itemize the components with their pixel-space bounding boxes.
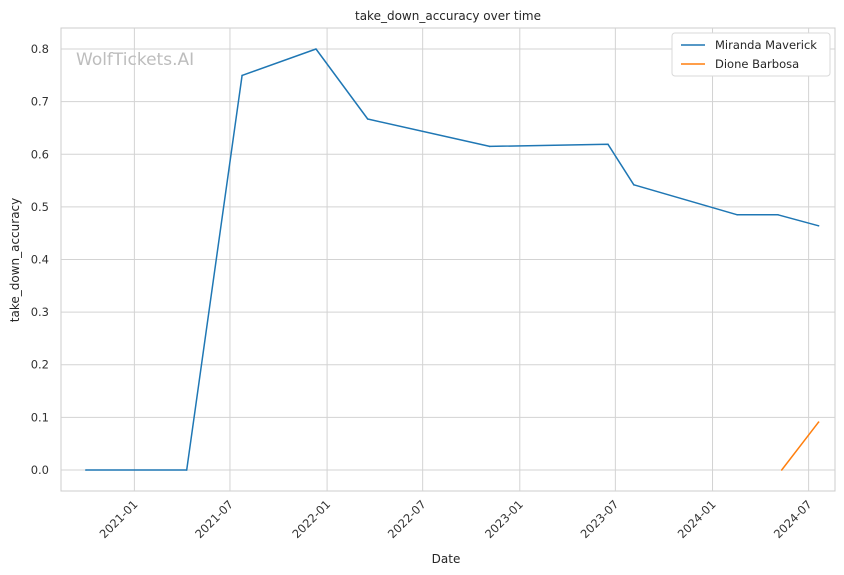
y-tick-label: 0.6 <box>31 147 49 161</box>
data-point-dione-barbosa <box>817 421 820 423</box>
x-tick-label: 2021-07 <box>192 497 236 541</box>
y-tick-label: 0.1 <box>31 410 49 424</box>
x-axis: 2021-01 2021-07 2022-01 2022-07 2023-01 2023-… <box>97 497 815 541</box>
y-tick-label: 0.0 <box>31 463 49 477</box>
chart-title: take_down_accuracy over time <box>355 9 541 23</box>
data-point-miranda-maverick <box>185 469 188 471</box>
legend-label-miranda-maverick: Miranda Maverick <box>715 38 817 52</box>
data-point-miranda-maverick <box>85 469 87 471</box>
data-point-miranda-maverick <box>366 118 369 120</box>
data-point-miranda-maverick <box>817 225 820 227</box>
y-tick-label: 0.7 <box>31 95 49 109</box>
y-tick-label: 0.4 <box>31 253 49 267</box>
y-tick-label: 0.8 <box>31 42 49 56</box>
y-axis-label: take_down_accuracy <box>8 198 22 322</box>
data-point-miranda-maverick <box>241 74 243 77</box>
data-point-miranda-maverick <box>315 48 317 50</box>
y-tick-label: 0.2 <box>31 358 49 372</box>
y-tick-label: 0.5 <box>31 200 49 214</box>
x-tick-label: 2023-07 <box>578 497 622 541</box>
x-tick-label: 2024-01 <box>675 497 719 541</box>
y-axis: 0.0 0.1 0.2 0.3 0.4 0.5 0.6 0.7 0.8 <box>31 42 49 477</box>
x-tick-label: 2022-07 <box>385 497 429 541</box>
x-tick-label: 2021-01 <box>97 497 141 541</box>
data-point-miranda-maverick <box>736 214 739 216</box>
y-tick-label: 0.3 <box>31 305 49 319</box>
x-tick-label: 2022-01 <box>289 497 333 541</box>
x-tick-label: 2023-01 <box>482 497 526 541</box>
legend-label-dione-barbosa: Dione Barbosa <box>715 57 799 71</box>
data-point-miranda-maverick <box>488 145 491 148</box>
watermark: WolfTickets.AI <box>76 50 194 70</box>
data-point-miranda-maverick <box>607 143 609 146</box>
legend-box <box>671 32 831 77</box>
legend: Miranda Maverick Dione Barbosa <box>671 32 831 77</box>
series-lines <box>85 48 820 471</box>
series-line-dione-barbosa <box>781 421 820 471</box>
data-point-miranda-maverick <box>777 214 779 216</box>
grid <box>61 28 835 491</box>
x-axis-label: Date <box>432 552 461 566</box>
data-point-miranda-maverick <box>633 184 635 186</box>
x-tick-label: 2024-07 <box>771 497 815 541</box>
data-point-dione-barbosa <box>780 469 783 471</box>
